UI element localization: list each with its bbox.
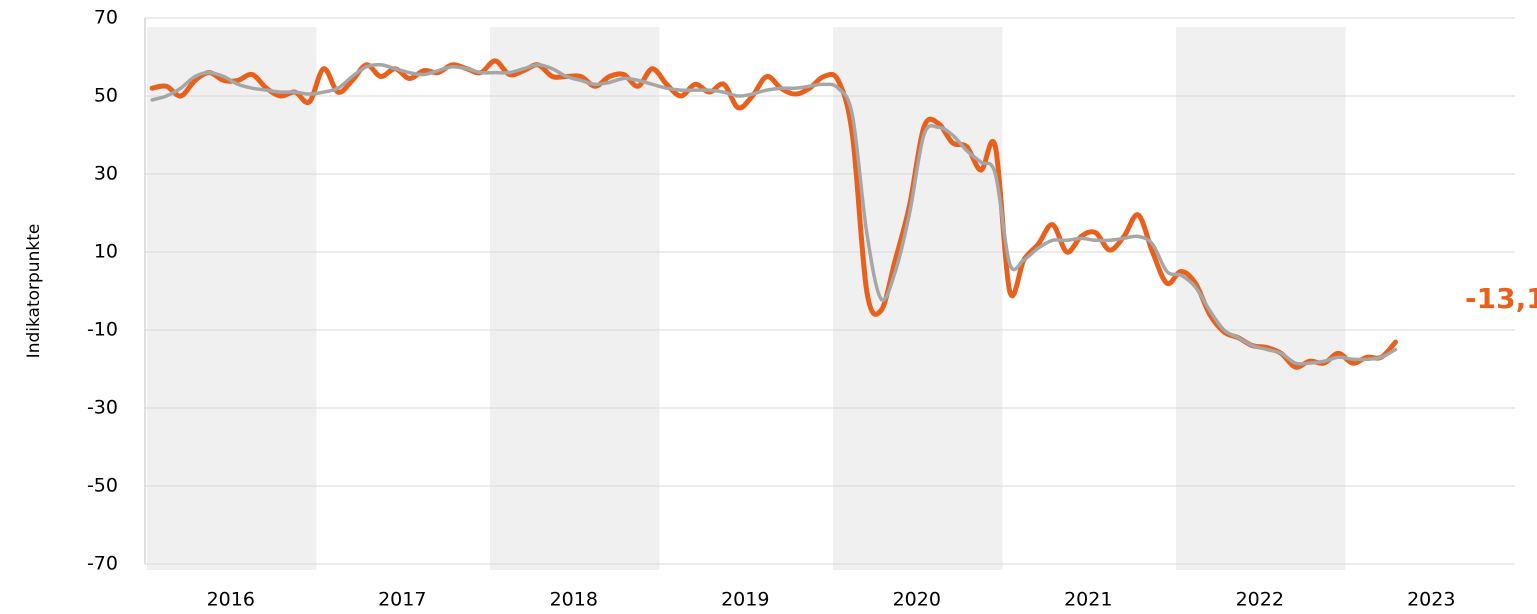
line-series	[150, 62, 1398, 366]
y-tick-label: -70	[87, 553, 118, 575]
y-axis-label: Indikatorpunkte	[24, 224, 44, 359]
year-band	[833, 27, 1003, 570]
x-tick-label: 2017	[378, 589, 426, 611]
x-tick-label: 2020	[893, 589, 941, 611]
y-tick-label: 70	[94, 7, 118, 29]
year-bands	[147, 27, 1346, 570]
year-band	[490, 27, 660, 570]
annotation: -13,1	[1465, 282, 1537, 315]
x-tick-label: 2021	[1064, 589, 1112, 611]
y-tick-label: -30	[87, 397, 118, 419]
y-tick-label: 10	[94, 241, 118, 263]
x-tick-label: 2023	[1407, 589, 1455, 611]
x-tick-label: 2018	[550, 589, 598, 611]
x-tick-label: 2022	[1236, 589, 1284, 611]
y-tick-label: 30	[94, 163, 118, 185]
x-tick-label: 2016	[207, 589, 255, 611]
y-tick-label: 50	[94, 85, 118, 107]
y-tick-label: -10	[87, 319, 118, 341]
y-tick-label: -50	[87, 475, 118, 497]
x-tick-label: 2019	[721, 589, 769, 611]
year-band	[147, 27, 317, 570]
